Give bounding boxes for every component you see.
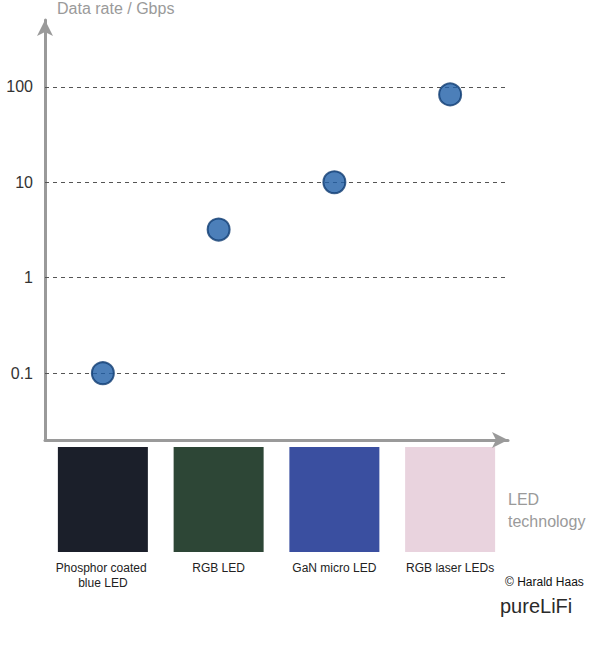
svg-text:10: 10 [15,174,33,191]
svg-text:100: 100 [6,78,33,95]
svg-text:0.1: 0.1 [11,365,33,382]
svg-text:LED: LED [508,491,544,508]
svg-text:Phosphor coated: Phosphor coated [56,561,150,575]
svg-text:RGB laser LEDs: RGB laser LEDs [406,561,494,575]
svg-text:© Harald Haas: © Harald Haas [505,575,584,589]
svg-text:blue LED: blue LED [78,576,128,590]
svg-text:1: 1 [24,269,33,286]
svg-text:RGB LED: RGB LED [192,561,245,575]
svg-text:technology: technology [508,513,585,530]
svg-text:Data rate / Gbps: Data rate / Gbps [57,0,174,17]
svg-text:GaN micro LED: GaN micro LED [292,561,376,575]
svg-text:pureLiFi: pureLiFi [500,595,572,617]
